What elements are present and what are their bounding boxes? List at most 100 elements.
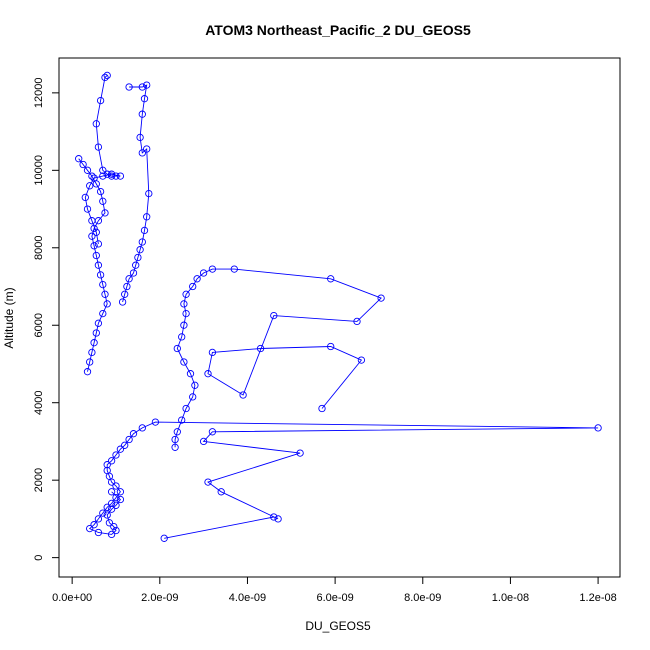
series-line — [78, 158, 108, 372]
data-point — [239, 391, 247, 399]
data-point — [107, 457, 116, 465]
data-point — [116, 488, 125, 496]
data-point — [92, 120, 100, 128]
data-point — [92, 228, 100, 236]
data-point — [134, 253, 142, 262]
data-point — [193, 275, 201, 283]
data-point — [270, 513, 278, 521]
y-tick-label: 6000 — [33, 313, 45, 337]
data-point — [107, 530, 116, 539]
data-point — [138, 110, 146, 118]
data-point — [274, 515, 282, 523]
data-point — [94, 319, 103, 327]
data-point — [199, 269, 208, 277]
data-point — [92, 329, 100, 337]
data-point — [327, 342, 335, 351]
y-tick-label: 0 — [33, 555, 45, 561]
data-point — [132, 261, 140, 269]
data-point — [123, 282, 131, 291]
data-point — [171, 443, 179, 451]
x-tick-label: 8.0e-09 — [404, 592, 441, 604]
data-point — [173, 344, 181, 353]
data-point — [90, 521, 98, 529]
data-point — [357, 356, 366, 364]
series-line — [88, 421, 599, 539]
data-point — [353, 317, 361, 326]
data-point — [107, 170, 116, 178]
data-point — [178, 333, 186, 341]
data-point — [118, 298, 127, 306]
data-point — [103, 300, 111, 308]
data-point — [182, 290, 190, 298]
data-point — [140, 95, 149, 103]
data-point — [105, 519, 114, 527]
data-point — [112, 172, 120, 180]
data-point — [125, 275, 133, 283]
data-point — [94, 240, 103, 248]
data-point — [107, 478, 116, 486]
data-point — [103, 503, 111, 511]
data-point — [270, 311, 278, 320]
data-point — [99, 509, 107, 517]
data-point — [88, 172, 96, 180]
data-point — [75, 155, 83, 163]
data-point — [136, 246, 144, 254]
data-point — [327, 275, 335, 283]
data-point — [86, 358, 94, 366]
data-point — [107, 505, 116, 513]
data-point — [99, 197, 107, 205]
data-point — [112, 451, 120, 459]
data-point — [318, 404, 326, 413]
y-axis: 0 2000 4000 6000 8000 10000 12000 — [33, 78, 60, 561]
data-point — [594, 424, 602, 432]
data-point — [103, 170, 111, 178]
series-1 — [86, 418, 602, 542]
x-axis: 0.0e+00 2.0e-09 4.0e-09 6.0e-09 8.0e-09 1.0e-… — [52, 576, 617, 604]
data-point — [138, 238, 146, 246]
data-point — [151, 418, 160, 426]
data-point — [136, 133, 144, 142]
y-axis-label: Altitude (m) — [2, 287, 16, 348]
series-4 — [75, 155, 111, 376]
data-point — [99, 309, 107, 318]
data-point — [180, 358, 188, 366]
data-point — [107, 172, 116, 180]
x-tick-label: 0.0e+00 — [52, 592, 92, 604]
data-point — [94, 261, 103, 269]
series-line — [122, 84, 150, 303]
data-point — [125, 435, 133, 444]
data-point — [182, 309, 190, 318]
data-point — [116, 495, 125, 504]
data-point — [99, 172, 107, 180]
data-point — [143, 81, 151, 89]
series-3 — [118, 81, 153, 306]
data-point — [94, 515, 103, 523]
data-point — [138, 424, 146, 432]
data-point — [296, 449, 304, 457]
data-point — [171, 435, 179, 444]
series-line — [84, 75, 121, 244]
data-point — [103, 461, 111, 469]
y-tick-label: 10000 — [33, 155, 45, 186]
data-point — [138, 149, 146, 157]
y-tick-label: 2000 — [33, 468, 45, 492]
data-point — [96, 271, 105, 279]
series-5 — [81, 71, 125, 248]
x-tick-label: 6.0e-09 — [316, 592, 353, 604]
data-point — [208, 265, 217, 273]
data-point — [90, 224, 98, 233]
data-point — [121, 441, 129, 449]
data-point — [107, 499, 116, 508]
y-tick-label: 12000 — [33, 78, 45, 109]
x-axis-label: DU_GEOS5 — [305, 619, 371, 633]
data-point — [199, 437, 208, 446]
data-point — [101, 73, 109, 82]
x-tick-label: 1.0e-08 — [492, 592, 529, 604]
data-point — [101, 209, 109, 217]
data-point — [90, 339, 98, 347]
data-point — [96, 187, 105, 196]
data-point — [112, 526, 120, 535]
data-point — [88, 217, 96, 225]
data-point — [180, 300, 188, 308]
